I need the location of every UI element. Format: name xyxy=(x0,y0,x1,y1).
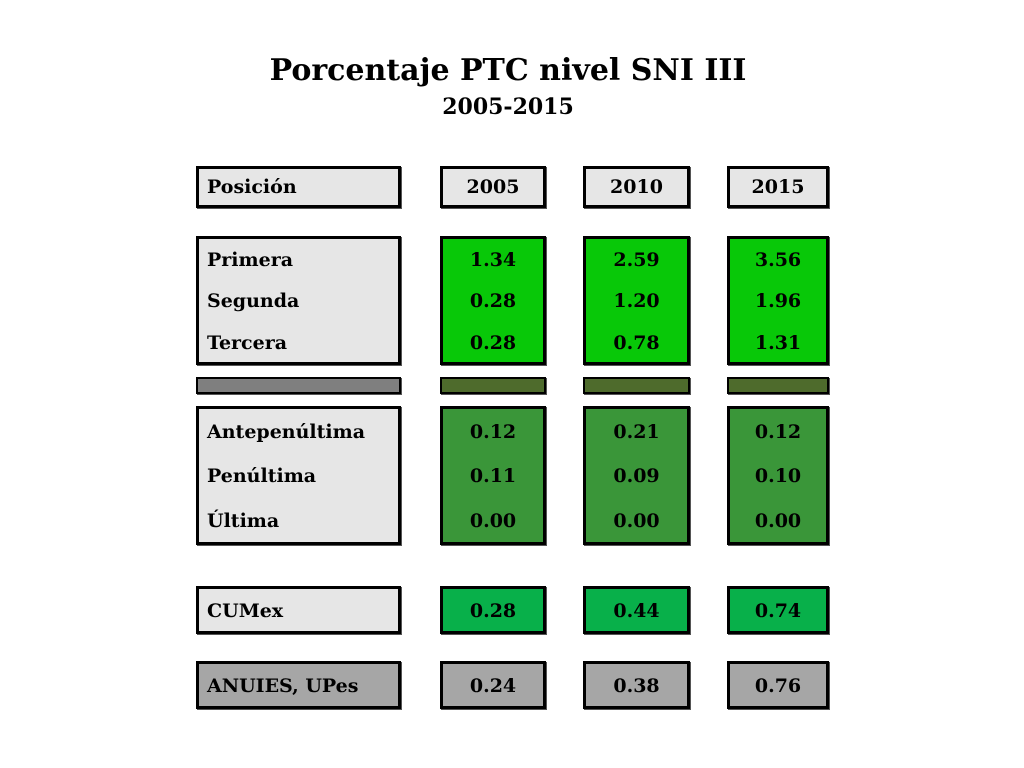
cumex-label-box xyxy=(196,586,401,634)
cumex-values-box-2015 xyxy=(727,586,829,634)
value-anuies-2015: 0.76 xyxy=(754,675,802,697)
header-year-box-2005 xyxy=(440,166,546,208)
anuies-values-box-2010 xyxy=(583,661,690,709)
separator-label-bar xyxy=(196,377,401,394)
header-year-2015: 2015 xyxy=(751,176,805,198)
cumex-values-box-2005 xyxy=(440,586,546,634)
row-label-primera: Primera xyxy=(207,249,294,271)
separator-bar-2005 xyxy=(440,377,546,394)
header-year-box-2010 xyxy=(583,166,690,208)
value-ultima-2015: 0.00 xyxy=(754,510,802,532)
header-year-2005: 2005 xyxy=(466,176,520,198)
value-primera-2010: 2.59 xyxy=(613,249,660,271)
value-tercera-2010: 0.78 xyxy=(613,332,660,354)
value-tercera-2015: 1.31 xyxy=(754,332,802,354)
cumex-values-box-2010 xyxy=(583,586,690,634)
header-label-box xyxy=(196,166,401,208)
anuies-values-box-2005 xyxy=(440,661,546,709)
row-label-anuies: ANUIES, UPes xyxy=(207,675,359,697)
top-label-box xyxy=(196,236,401,365)
row-label-tercera: Tercera xyxy=(207,332,288,354)
value-primera-2015: 3.56 xyxy=(754,249,802,271)
top-values-box-2015 xyxy=(727,236,829,365)
header-year-box-2015 xyxy=(727,166,829,208)
value-antepenultima-2005: 0.12 xyxy=(469,421,517,443)
row-label-cumex: CUMex xyxy=(207,600,284,622)
row-label-antepenultima: Antepenúltima xyxy=(207,421,366,443)
value-antepenultima-2015: 0.12 xyxy=(754,421,802,443)
bottom-label-box xyxy=(196,406,401,545)
row-label-segunda: Segunda xyxy=(207,290,300,312)
value-segunda-2010: 1.20 xyxy=(613,290,660,312)
top-values-box-2010 xyxy=(583,236,690,365)
value-ultima-2005: 0.00 xyxy=(469,510,517,532)
chart-subtitle: 2005-2015 xyxy=(442,94,574,120)
value-cumex-2015: 0.74 xyxy=(754,600,802,622)
value-penultima-2010: 0.09 xyxy=(613,465,660,487)
row-label-penultima: Penúltima xyxy=(207,465,317,487)
row-label-ultima: Última xyxy=(207,510,280,532)
value-segunda-2015: 1.96 xyxy=(754,290,802,312)
anuies-values-box-2015 xyxy=(727,661,829,709)
value-cumex-2005: 0.28 xyxy=(469,600,517,622)
anuies-label-box xyxy=(196,661,401,709)
value-anuies-2005: 0.24 xyxy=(469,675,517,697)
value-penultima-2005: 0.11 xyxy=(469,465,517,487)
value-segunda-2005: 0.28 xyxy=(469,290,517,312)
chart-title: Porcentaje PTC nivel SNI III xyxy=(269,53,747,88)
header-label: Posición xyxy=(207,176,297,198)
value-anuies-2010: 0.38 xyxy=(613,675,660,697)
separator-bar-2010 xyxy=(583,377,690,394)
bottom-values-box-2015 xyxy=(727,406,829,545)
value-penultima-2015: 0.10 xyxy=(754,465,802,487)
bottom-values-box-2005 xyxy=(440,406,546,545)
value-primera-2005: 1.34 xyxy=(469,249,517,271)
separator-bar-2015 xyxy=(727,377,829,394)
bottom-values-box-2010 xyxy=(583,406,690,545)
value-cumex-2010: 0.44 xyxy=(613,600,660,622)
value-ultima-2010: 0.00 xyxy=(613,510,660,532)
header-year-2010: 2010 xyxy=(610,176,663,198)
top-values-box-2005 xyxy=(440,236,546,365)
value-antepenultima-2010: 0.21 xyxy=(613,421,660,443)
value-tercera-2005: 0.28 xyxy=(469,332,517,354)
